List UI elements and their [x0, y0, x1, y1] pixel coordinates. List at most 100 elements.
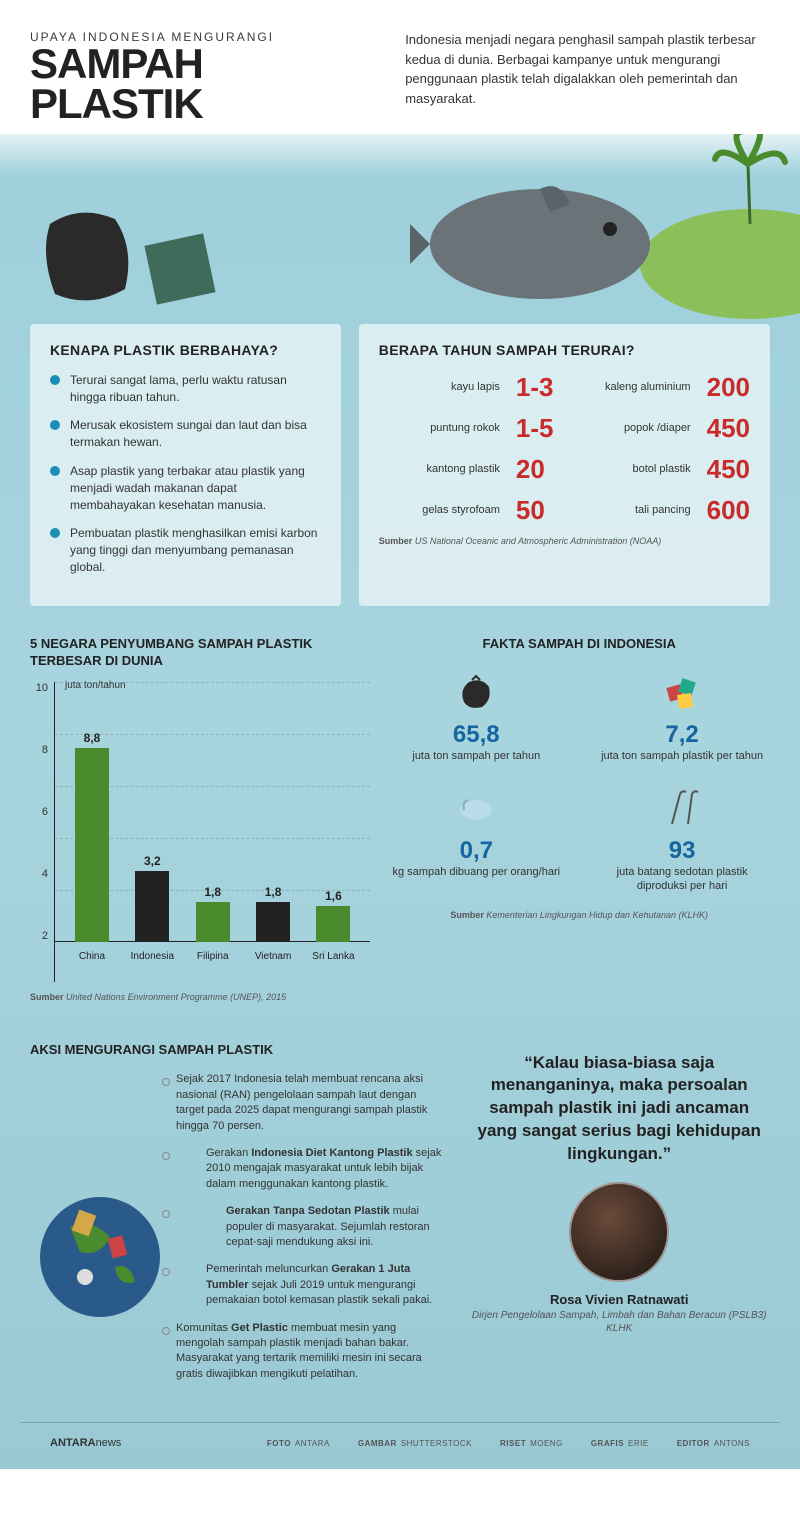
decomp-value: 1-5	[516, 413, 554, 444]
actions-title: AKSI MENGURANGI SAMPAH PLASTIK	[30, 1042, 444, 1059]
x-label: China	[68, 951, 117, 962]
danger-panel: KENAPA PLASTIK BERBAHAYA? Terurai sangat…	[30, 324, 341, 606]
footer: ANTARAnews FOTOANTARA GAMBARSHUTTERSTOCK R…	[20, 1422, 780, 1469]
x-label: Indonesia	[128, 951, 177, 962]
decomp-label: tali pancing	[569, 504, 690, 517]
bullet-text: Pembuatan plastik menghasilkan emisi kar…	[70, 525, 321, 575]
bar-rect	[316, 906, 350, 941]
bullet-icon	[50, 466, 60, 476]
fact-number: 65,8	[388, 723, 564, 747]
danger-bullet: Pembuatan plastik menghasilkan emisi kar…	[50, 525, 321, 575]
y-tick: 6	[42, 806, 48, 818]
bar-rect	[75, 748, 109, 942]
globe-icon	[30, 1072, 170, 1382]
decomp-title: BERAPA TAHUN SAMPAH TERURAI?	[379, 342, 750, 358]
danger-bullet: Merusak ekosistem sungai dan laut dan bi…	[50, 417, 321, 451]
danger-title: KENAPA PLASTIK BERBAHAYA?	[50, 342, 321, 358]
intro-text: Indonesia menjadi negara penghasil sampa…	[405, 30, 770, 124]
title-block: UPAYA INDONESIA MENGURANGI SAMPAH PLASTI…	[30, 30, 385, 124]
fish-icon	[410, 164, 670, 324]
decomp-value: 450	[707, 454, 750, 485]
footer-credit: GAMBARSHUTTERSTOCK	[358, 1439, 472, 1448]
bar-rect	[135, 871, 169, 941]
bar: 1,8	[188, 885, 237, 942]
header: UPAYA INDONESIA MENGURANGI SAMPAH PLASTI…	[0, 0, 800, 134]
fact-icon	[594, 787, 770, 831]
bar-value: 1,8	[204, 885, 221, 899]
action-item: Komunitas Get Plastic membuat mesin yang…	[176, 1321, 444, 1383]
bar: 1,6	[309, 889, 358, 941]
decomp-label: gelas styrofoam	[379, 504, 500, 517]
decomp-value: 450	[707, 413, 750, 444]
danger-bullet: Asap plastik yang terbakar atau plastik …	[50, 463, 321, 513]
main-title: SAMPAH PLASTIK	[30, 44, 385, 124]
bar-chart: 108642 juta ton/tahun 8,83,21,81,81,6 Ch…	[30, 682, 370, 982]
bullet-icon	[50, 420, 60, 430]
fact-label: kg sampah dibuang per orang/hari	[388, 865, 564, 879]
bullet-icon	[50, 375, 60, 385]
decomp-grid: kayu lapis1-3kaleng aluminium200puntung …	[379, 372, 750, 526]
y-axis: 108642	[30, 682, 54, 942]
decomp-label: kantong plastik	[379, 463, 500, 476]
decomp-value: 20	[516, 454, 554, 485]
chart-block: 5 NEGARA PENYUMBANG SAMPAH PLASTIK TERBE…	[30, 636, 370, 1002]
chart-source: Sumber United Nations Environment Progra…	[30, 992, 370, 1002]
facts-source: Sumber Kementerian Lingkungan Hidup dan …	[388, 910, 770, 920]
quote-name: Rosa Vivien Ratnawati	[468, 1292, 770, 1307]
footer-credit: FOTOANTARA	[267, 1439, 330, 1448]
bullet-text: Terurai sangat lama, perlu waktu ratusan…	[70, 372, 321, 406]
y-tick: 8	[42, 744, 48, 756]
action-item: Pemerintah meluncurkan Gerakan 1 Juta Tu…	[176, 1262, 444, 1308]
footer-credits: FOTOANTARA GAMBARSHUTTERSTOCK RISETMOENG GR…	[267, 1439, 750, 1448]
action-item: Gerakan Tanpa Sedotan Plastik mulai popu…	[176, 1204, 444, 1250]
fact-cell: 65,8 juta ton sampah per tahun	[388, 671, 564, 763]
x-label: Vietnam	[249, 951, 298, 962]
bar: 8,8	[68, 731, 117, 942]
danger-list: Terurai sangat lama, perlu waktu ratusan…	[50, 372, 321, 576]
bars-container: 8,8 3,2 1,8 1,8 1,6	[68, 682, 358, 942]
fact-label: juta batang sedotan plastik diproduksi p…	[594, 865, 770, 894]
fact-number: 93	[594, 839, 770, 863]
decomp-value: 600	[707, 495, 750, 526]
chart-area: juta ton/tahun 8,83,21,81,81,6 ChinaIndo…	[54, 682, 370, 982]
decomp-label: puntung rokok	[379, 422, 500, 435]
bullet-icon	[50, 528, 60, 538]
decomp-value: 200	[707, 372, 750, 403]
bar-value: 1,8	[265, 885, 282, 899]
bar: 3,2	[128, 854, 177, 941]
fact-icon	[388, 671, 564, 715]
bar-rect	[196, 902, 230, 942]
fact-cell: 0,7kg sampah dibuang per orang/hari	[388, 787, 564, 894]
fact-label: juta ton sampah plastik per tahun	[594, 749, 770, 763]
quote-block: “Kalau biasa-biasa saja menanganinya, ma…	[468, 1042, 770, 1383]
box-icon	[140, 224, 230, 314]
bar-value: 3,2	[144, 854, 161, 868]
chart-title: 5 NEGARA PENYUMBANG SAMPAH PLASTIK TERBE…	[30, 636, 370, 670]
decomp-label: popok /diaper	[569, 422, 690, 435]
quote-role: Dirjen Pengelolaan Sampah, Limbah dan Ba…	[468, 1309, 770, 1335]
fact-cell: 7,2 juta ton sampah plastik per tahun	[594, 671, 770, 763]
danger-bullet: Terurai sangat lama, perlu waktu ratusan…	[50, 372, 321, 406]
fact-cell: 93juta batang sedotan plastik diproduksi…	[594, 787, 770, 894]
trash-bag-icon	[30, 194, 150, 314]
fact-number: 7,2	[594, 723, 770, 747]
y-tick: 2	[42, 930, 48, 942]
x-label: Sri Lanka	[309, 951, 358, 962]
footer-credit: GRAFISERIE	[591, 1439, 649, 1448]
decomp-label: botol plastik	[569, 463, 690, 476]
facts-title: FAKTA SAMPAH DI INDONESIA	[388, 636, 770, 653]
x-label: Filipina	[188, 951, 237, 962]
x-labels: China Indonesia Filipina Vietnam Sri Lanka	[68, 951, 358, 962]
footer-credit: EDITORANTONS	[677, 1439, 750, 1448]
footer-credit: RISETMOENG	[500, 1439, 563, 1448]
avatar	[569, 1182, 669, 1282]
decomp-label: kaleng aluminium	[569, 381, 690, 394]
bar: 1,8	[249, 885, 298, 942]
bullet-text: Asap plastik yang terbakar atau plastik …	[70, 463, 321, 513]
bar-value: 8,8	[84, 731, 101, 745]
brand: ANTARAnews	[50, 1437, 121, 1449]
fact-label: juta ton sampah per tahun	[388, 749, 564, 763]
decomp-panel: BERAPA TAHUN SAMPAH TERURAI? kayu lapis1…	[359, 324, 770, 606]
action-item: Gerakan Indonesia Diet Kantong Plastik s…	[176, 1146, 444, 1192]
decomp-value: 50	[516, 495, 554, 526]
